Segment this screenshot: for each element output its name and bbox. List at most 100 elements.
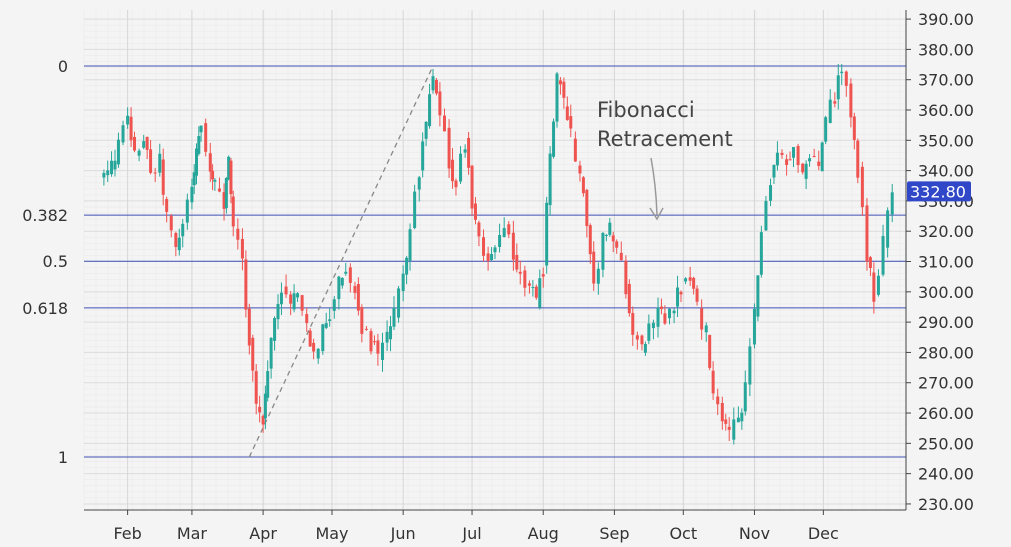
- candle-body: [808, 158, 812, 162]
- candle-body: [592, 251, 596, 284]
- y-axis-labels: 230.00 240.00 250.00 260.00 270.00 280.00 290.…: [906, 10, 974, 514]
- candle-body: [413, 191, 417, 228]
- candle-body: [619, 252, 623, 261]
- candle-body: [137, 150, 141, 156]
- candle-body: [486, 253, 490, 262]
- candle-body: [534, 286, 538, 298]
- axes: [84, 10, 907, 511]
- candle-body: [344, 271, 348, 274]
- x-tick-label: Apr: [249, 524, 277, 543]
- candle-body: [538, 278, 542, 308]
- candle-body: [490, 254, 494, 261]
- candle-body: [442, 115, 446, 132]
- candle-body: [651, 322, 655, 329]
- candle-body: [356, 284, 360, 311]
- candle-body: [389, 326, 393, 340]
- candle-body: [515, 254, 519, 270]
- candle-body: [764, 200, 768, 231]
- y-tick-label: 240.00: [918, 465, 974, 484]
- candle-body: [890, 192, 894, 215]
- candle-body: [502, 228, 506, 238]
- candle-body: [732, 419, 736, 440]
- candle-body: [604, 234, 608, 236]
- candle-body: [659, 306, 663, 310]
- candle-body: [668, 308, 672, 319]
- candle-body: [451, 159, 455, 182]
- x-tick-label: Jul: [461, 524, 481, 543]
- current-price-badge-box: [907, 181, 971, 202]
- candle-body: [817, 161, 821, 166]
- candle-body: [467, 137, 471, 168]
- candle-body: [759, 232, 763, 275]
- candle-body: [133, 136, 137, 151]
- candle-body: [748, 346, 752, 385]
- candle-body: [727, 426, 731, 430]
- candle-body: [434, 79, 438, 94]
- candle-body: [672, 310, 676, 314]
- candle-body: [828, 99, 832, 124]
- candle-body: [177, 237, 181, 251]
- candle-body: [578, 165, 582, 174]
- fibonacci-level-label: 0.618: [22, 299, 68, 318]
- candle-body: [581, 177, 585, 194]
- candles: [102, 63, 894, 445]
- candle-body: [743, 382, 747, 412]
- candle-body: [305, 314, 309, 324]
- candle-body: [548, 153, 552, 206]
- candle-body: [149, 149, 153, 173]
- grid-major: [84, 10, 906, 510]
- candle-body: [332, 299, 336, 311]
- candle-body: [405, 257, 409, 275]
- candle-body: [261, 415, 265, 425]
- candle-body: [812, 155, 816, 158]
- candle-body: [263, 393, 267, 419]
- candle-body: [296, 293, 300, 298]
- candle-body: [615, 241, 619, 248]
- candle-body: [804, 163, 808, 179]
- candle-body: [852, 116, 856, 140]
- y-tick-label: 310.00: [918, 253, 974, 272]
- candle-body: [756, 275, 760, 317]
- fibonacci-level-label: 0.5: [43, 252, 68, 271]
- candle-body: [769, 185, 773, 201]
- candle-body: [833, 101, 837, 104]
- candle-body: [724, 419, 728, 424]
- candle-body: [110, 160, 114, 175]
- annotation-line-1: Fibonacci: [597, 98, 695, 122]
- annotation-arrow-shaft: [650, 157, 658, 216]
- candle-body: [785, 159, 789, 166]
- candle-body: [704, 325, 708, 333]
- candle-body: [684, 278, 688, 282]
- annotation-arrow-head-icon: [649, 207, 664, 221]
- candle-body: [541, 274, 545, 277]
- candle-body: [279, 292, 283, 305]
- candle-body: [222, 192, 226, 209]
- candle-body: [482, 237, 486, 256]
- candle-body: [401, 273, 405, 292]
- candle-body: [656, 307, 660, 327]
- candle-body: [631, 313, 635, 335]
- candle-body: [190, 186, 194, 203]
- candle-body: [231, 196, 235, 227]
- candle-body: [824, 117, 828, 142]
- candle-body: [507, 224, 511, 235]
- x-tick-label: Sep: [599, 524, 629, 543]
- candle-body: [328, 319, 332, 322]
- candle-body: [454, 180, 458, 188]
- candle-body: [240, 238, 244, 259]
- candle-body: [181, 223, 185, 237]
- candle-body: [369, 331, 373, 352]
- candle-body: [470, 165, 474, 209]
- current-price-badge: 332.80: [907, 181, 971, 202]
- candle-body: [679, 291, 683, 295]
- candle-body: [692, 277, 696, 289]
- y-tick-label: 320.00: [918, 222, 974, 241]
- candle-body: [473, 203, 477, 220]
- candle-body: [121, 125, 125, 143]
- candle-body: [459, 153, 463, 182]
- candle-body: [498, 235, 502, 247]
- candle-body: [199, 125, 203, 133]
- x-tick-label: Jun: [390, 524, 416, 543]
- candle-body: [126, 115, 130, 125]
- candle-body: [527, 283, 531, 286]
